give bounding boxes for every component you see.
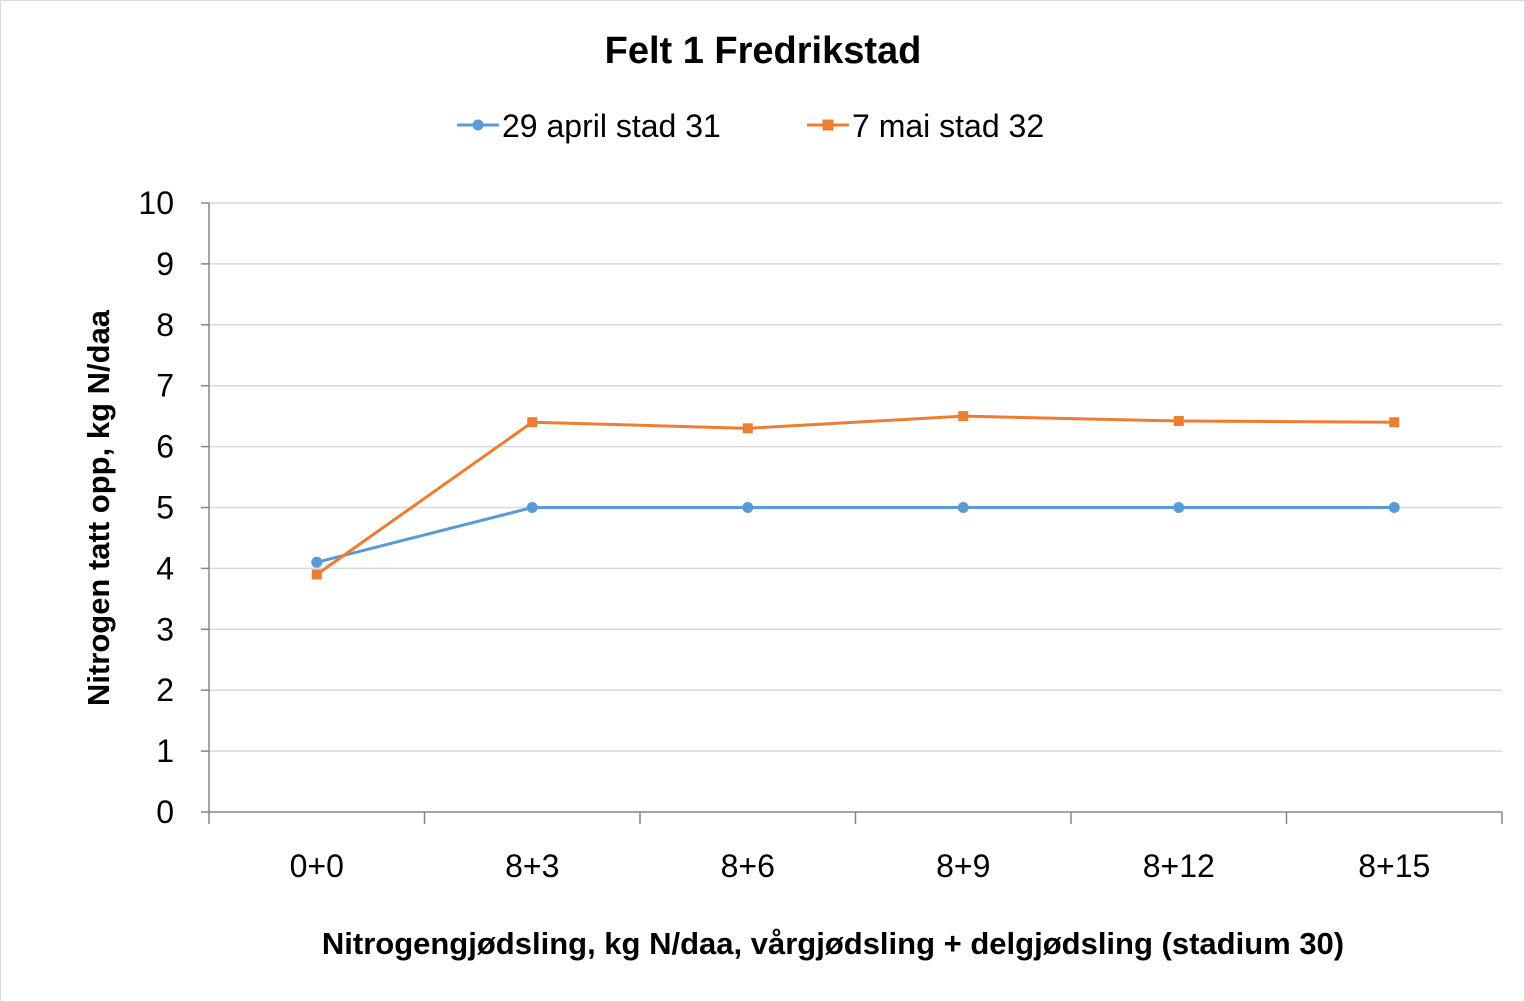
- data-point: [527, 417, 538, 428]
- legend-item-series-2: 7 mai stad 32: [807, 108, 1044, 144]
- y-tick-label: 0: [156, 794, 174, 830]
- y-axis-title: Nitrogen tatt opp, kg N/daa: [81, 309, 116, 706]
- x-tick-label: 8+12: [1143, 848, 1215, 884]
- data-point: [1173, 502, 1185, 513]
- data-point: [742, 423, 753, 434]
- data-point: [1388, 502, 1400, 513]
- series-1: [311, 502, 1400, 568]
- gridlines: [209, 202, 1502, 752]
- data-point: [957, 502, 969, 513]
- data-point: [311, 556, 323, 568]
- data-point: [311, 569, 322, 580]
- legend-item-series-1: 29 april stad 31: [457, 108, 721, 144]
- y-axis-ticks: 0 1 2 3 4 5 6 7 8 9 10: [138, 185, 209, 830]
- y-tick-label: 3: [156, 611, 174, 647]
- x-tick-label: 8+9: [936, 848, 990, 884]
- series-2: [311, 411, 1400, 580]
- data-point: [1389, 417, 1400, 428]
- x-tick-label: 8+3: [505, 848, 559, 884]
- y-tick-label: 4: [156, 550, 174, 586]
- legend-marker-series-1: [472, 119, 484, 131]
- y-tick-label: 2: [156, 672, 174, 708]
- legend-label-series-2: 7 mai stad 32: [852, 108, 1044, 144]
- x-axis-title: Nitrogengjødsling, kg N/daa, vårgjødslin…: [322, 926, 1344, 961]
- data-point: [526, 502, 538, 513]
- chart-title: Felt 1 Fredrikstad: [605, 30, 922, 72]
- y-tick-label: 6: [156, 429, 174, 465]
- legend-label-series-1: 29 april stad 31: [502, 108, 721, 144]
- x-tick-label: 8+6: [721, 848, 775, 884]
- y-tick-label: 10: [138, 185, 174, 221]
- series-line-2: [315, 414, 1395, 576]
- x-tick-label: 8+15: [1358, 848, 1430, 884]
- x-tick-label: 0+0: [290, 848, 344, 884]
- data-point: [1173, 416, 1184, 427]
- series-layer: [311, 411, 1400, 580]
- legend: 29 april stad 31 7 mai stad 32: [457, 108, 1044, 144]
- y-tick-label: 8: [156, 307, 174, 343]
- series-line-1: [316, 506, 1395, 564]
- y-tick-label: 1: [156, 733, 174, 769]
- data-point: [742, 502, 754, 513]
- y-tick-label: 7: [156, 368, 174, 404]
- x-axis-ticks: 0+0 8+3 8+6 8+9 8+12 8+15: [208, 812, 1503, 884]
- y-tick-label: 9: [156, 246, 174, 282]
- y-tick-label: 5: [156, 490, 174, 526]
- data-point: [958, 411, 969, 422]
- legend-marker-series-2: [822, 119, 834, 131]
